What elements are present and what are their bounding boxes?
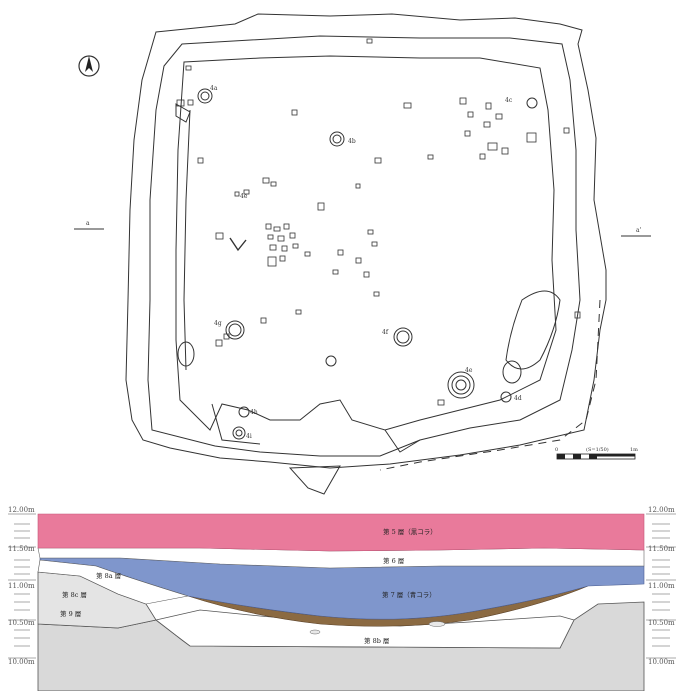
- layer-8a-fill: [37, 559, 189, 605]
- layer-label-7: 第 7 層（青コラ）: [382, 590, 436, 599]
- bench-gap-left: [211, 403, 261, 445]
- pit-4c-outer: [526, 97, 538, 109]
- stone-cluster: [265, 223, 311, 267]
- pit-4d: [500, 391, 512, 403]
- feature-label-4i: 4i: [246, 433, 252, 440]
- north-arrow: N: [78, 55, 100, 77]
- layer-label-8a: 第 8a 層: [96, 571, 121, 580]
- feature-label-4a: 4a: [210, 85, 218, 92]
- scale-bar-start: 0: [555, 447, 558, 453]
- north-arrow-icon: [85, 56, 93, 72]
- pit-4f-inner: [396, 330, 410, 344]
- feature-label-4d: 4d: [514, 395, 522, 402]
- feature-label-4f: 4f: [382, 329, 389, 336]
- scale-bar-ratio: (S=1/50): [586, 446, 609, 453]
- bench-outline: [147, 35, 581, 457]
- pit-4e-big-mid: [451, 375, 471, 395]
- pit-4e-big-inner: [455, 379, 467, 391]
- bottom-lobe: [288, 465, 341, 495]
- scale-bar-seg-1: [557, 454, 565, 459]
- elev-left-2: 11.00m: [8, 582, 35, 590]
- scale-bar-seg-3: [589, 454, 597, 459]
- elev-left-1: 11.50m: [8, 545, 35, 553]
- pit-left-bottom: [177, 341, 195, 367]
- elev-right-1: 11.50m: [648, 545, 675, 553]
- pit-4g-outer: [225, 320, 245, 340]
- scale-bar-end: 1m: [630, 447, 638, 453]
- layer-label-5: 第 5 層（黒コラ）: [383, 527, 437, 536]
- pit-4a-outer: [197, 88, 213, 104]
- plan-labels: 4a 4b 4c 4d 4e 4f 4g 4h 4i 4e a a': [86, 85, 642, 440]
- pit-4f-outer: [393, 327, 413, 347]
- elev-left-4: 10.00m: [8, 658, 35, 666]
- elev-right-4: 10.00m: [648, 658, 675, 666]
- layer-8b-fill: [155, 609, 575, 649]
- section-view: 12.00m 11.50m 11.00m 10.50m 10.00m 12.00…: [8, 506, 676, 692]
- outer-rim-outline: [125, 13, 607, 469]
- left-wall-object: [175, 103, 191, 123]
- layer-label-8c: 第 8c 層: [62, 590, 87, 599]
- pit-4e-big-outer: [447, 371, 475, 399]
- section-label-left: a: [86, 220, 90, 227]
- pit-4b-inner: [332, 134, 342, 144]
- scattered-stones: [176, 38, 581, 406]
- right-elevation-scale: [646, 513, 676, 659]
- layer-labels: 第 5 層（黒コラ） 第 6 層 第 7 層（青コラ） 第 8a 層 第 8c …: [60, 527, 437, 645]
- scale-bar-seg-2: [573, 454, 581, 459]
- feature-label-4g: 4g: [214, 320, 222, 327]
- small-lens-1: [309, 629, 321, 635]
- pit-4h: [238, 406, 250, 418]
- pit-4g-inner: [228, 323, 242, 337]
- pit-4b-outer: [329, 131, 345, 147]
- plan-view: [74, 13, 651, 495]
- pit-right-bottom: [502, 360, 522, 384]
- layer-label-9: 第 9 層: [60, 609, 81, 618]
- small-lens-2: [428, 621, 446, 627]
- elev-left-3: 10.50m: [8, 619, 35, 627]
- pit-small-center: [325, 355, 337, 367]
- feature-label-4e: 4e: [465, 367, 473, 374]
- dashed-outline: [379, 299, 601, 471]
- bench-gap-right: [384, 429, 421, 453]
- pit-4i-outer: [232, 426, 246, 440]
- elev-right-2: 11.00m: [648, 582, 675, 590]
- layer-5-fill: [37, 513, 645, 552]
- feature-label-4e-left: 4e: [240, 193, 248, 200]
- scale-bar: 0 (S=1/50) 1m: [555, 446, 638, 460]
- right-wall-feature: [505, 290, 561, 370]
- left-elevation-scale: [8, 513, 36, 659]
- pit-4i-inner: [235, 429, 243, 437]
- elev-left-0: 12.00m: [8, 506, 35, 514]
- feature-label-4h: 4h: [250, 409, 258, 416]
- pit-4a-inner: [200, 91, 210, 101]
- elev-right-3: 10.50m: [648, 619, 675, 627]
- elevation-labels: 12.00m 11.50m 11.00m 10.50m 10.00m 12.00…: [8, 506, 675, 666]
- section-label-right: a': [636, 227, 642, 234]
- pit-floor-outline: [175, 55, 557, 431]
- feature-label-4c: 4c: [505, 97, 513, 104]
- feature-label-4b: 4b: [348, 138, 356, 145]
- wall-line-left: [183, 109, 191, 371]
- elev-right-0: 12.00m: [648, 506, 675, 514]
- layer-label-8b: 第 8b 層: [364, 636, 389, 645]
- v-shaped-find: [229, 237, 247, 252]
- layer-label-6: 第 6 層: [383, 556, 404, 565]
- scale-bar-seg-4: [597, 454, 635, 457]
